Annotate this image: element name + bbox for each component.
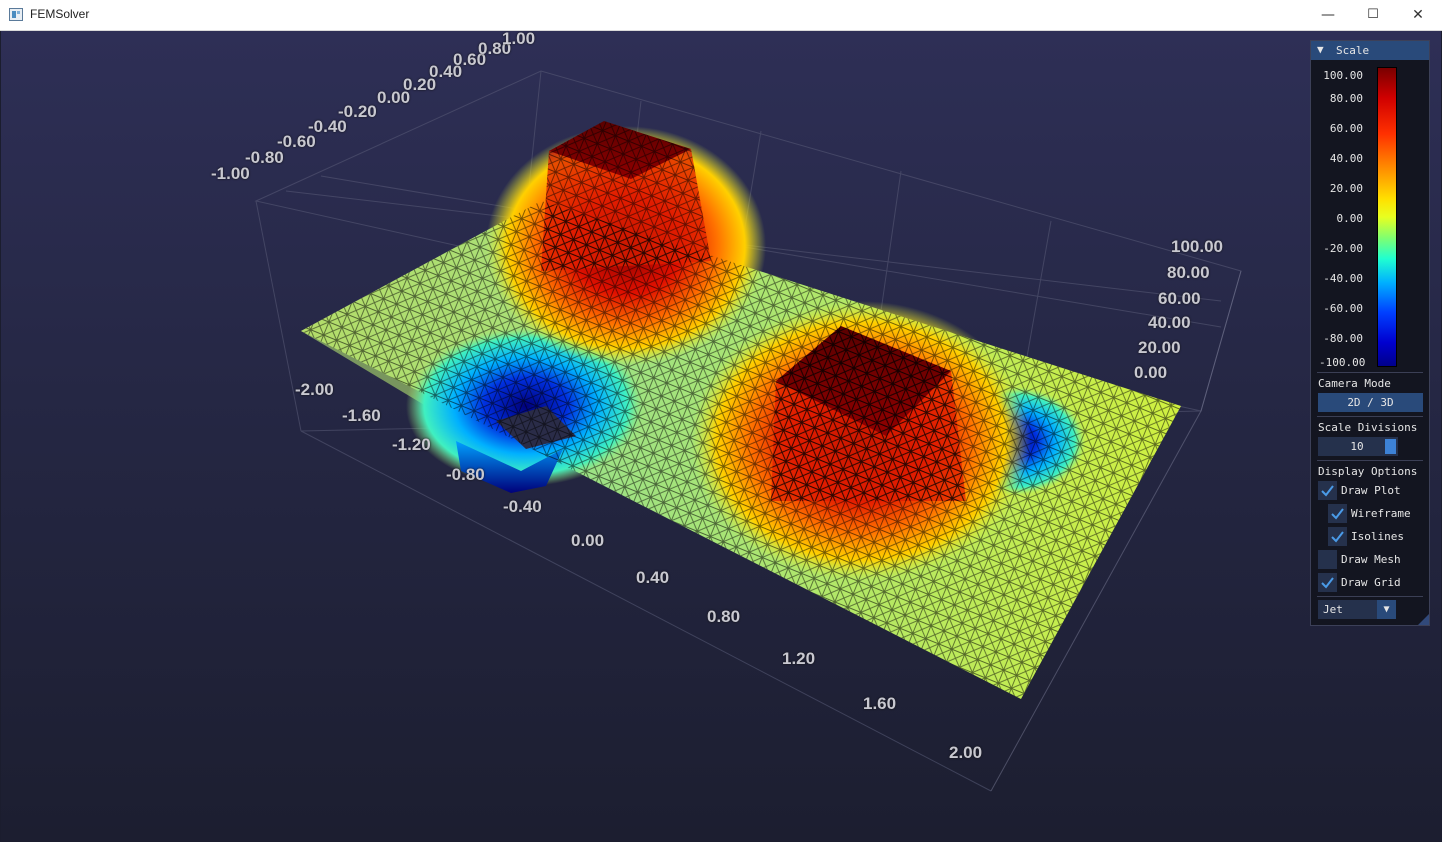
y-tick-label: -0.40 [308,117,347,136]
x-tick-label: -2.00 [295,380,334,399]
window-title: FEMSolver [30,7,90,21]
divider [1317,596,1423,597]
scale-tick: 100.00 [1323,69,1363,82]
isolines-checkbox[interactable] [1328,527,1347,546]
y-tick-label: 0.60 [453,50,487,69]
scale-tick: 0.00 [1336,212,1364,225]
scale-tick: -20.00 [1323,242,1363,255]
checkmark-icon [1331,531,1344,543]
scale-tick: 80.00 [1329,92,1363,105]
x-tick-label: -1.20 [392,435,431,454]
wireframe-checkbox[interactable] [1328,504,1347,523]
draw-mesh-label: Draw Mesh [1341,553,1401,566]
z-tick-label: 60.00 [1158,289,1201,308]
draw-mesh-checkbox[interactable] [1318,550,1337,569]
scale-tick: 60.00 [1329,122,1363,135]
y-tick-label: -0.80 [245,148,284,167]
scale-tick: -100.00 [1319,356,1366,369]
minimize-button[interactable]: — [1321,7,1335,23]
checkmark-icon [1321,485,1334,497]
y-tick-label: 0.20 [403,75,437,94]
divider [1317,460,1423,461]
colormap-value: Jet [1323,603,1343,616]
x-tick-label: -0.40 [503,497,542,516]
scale-divisions-value: 10 [1350,440,1364,453]
z-tick-label: 40.00 [1148,313,1191,332]
wireframe-overlay [301,201,1181,699]
divider [1317,372,1423,373]
x-tick-label: 0.80 [707,607,741,626]
jet-colorbar [1377,67,1397,367]
y-tick-label: 0.40 [429,62,463,81]
scale-divisions-slider[interactable]: 10 [1318,437,1398,456]
front-grid [990,270,1242,792]
z-tick-label: 100.00 [1171,237,1223,256]
x-tick-label: 1.60 [863,694,897,713]
z-tick-label: 80.00 [1167,263,1210,282]
close-button[interactable]: ✕ [1412,7,1424,23]
draw-grid-label: Draw Grid [1341,576,1401,589]
draw-grid-checkbox[interactable] [1318,573,1337,592]
scale-panel[interactable]: ▼ Scale 100.00 80.00 60.00 40.00 20.00 0… [1310,40,1430,626]
scale-tick: 20.00 [1329,182,1363,195]
collapse-triangle-icon[interactable]: ▼ [1317,43,1324,56]
scale-panel-header[interactable]: ▼ Scale [1311,41,1429,60]
chevron-down-icon[interactable]: ▼ [1377,600,1396,619]
app-icon [9,8,23,21]
display-options-label: Display Options [1318,465,1418,478]
x-tick-label: 0.40 [636,568,670,587]
divider [1317,416,1423,417]
z-tick-label: 0.00 [1134,363,1168,382]
y-tick-label: -0.60 [277,132,316,151]
scale-divisions-label: Scale Divisions [1318,421,1418,434]
scale-tick: -80.00 [1323,332,1363,345]
scale-panel-title: Scale [1336,44,1370,57]
y-tick-label: 0.80 [478,39,512,58]
cold-well-left-drop [456,441,563,493]
title-bar: FEMSolver — ☐ ✕ [0,0,1442,31]
x-tick-label: 0.00 [571,531,605,550]
wireframe-label: Wireframe [1351,507,1411,520]
z-tick-label: 20.00 [1138,338,1181,357]
draw-plot-checkbox[interactable] [1318,481,1337,500]
scale-tick: -60.00 [1323,302,1363,315]
x-tick-label: 1.20 [782,649,816,668]
y-tick-label: -1.00 [211,164,250,183]
y-tick-label: -0.20 [338,102,377,121]
camera-mode-label: Camera Mode [1318,377,1391,390]
scale-tick: 40.00 [1329,152,1363,165]
scale-tick: -40.00 [1323,272,1363,285]
wireframe-overlay-peaks [541,121,711,271]
plot-viewport[interactable]: -1.00 -0.80 -0.60 -0.40 -0.20 0.00 0.20 … [1,31,1441,841]
x-tick-label: -0.80 [446,465,485,484]
checkmark-icon [1331,508,1344,520]
maximize-button[interactable]: ☐ [1367,7,1379,22]
colormap-select[interactable]: Jet ▼ [1318,600,1396,619]
draw-plot-label: Draw Plot [1341,484,1401,497]
fem-surface-plot[interactable] [1,31,1441,841]
y-tick-label: 0.00 [377,88,411,107]
slider-grab-handle[interactable] [1385,439,1396,454]
x-tick-label: 2.00 [949,743,983,762]
checkmark-icon [1321,577,1334,589]
isolines-label: Isolines [1351,530,1404,543]
resize-grip-icon[interactable] [1418,614,1429,625]
wireframe-overlay-peaks-right [771,326,966,501]
y-tick-label: 1.00 [502,31,536,48]
camera-mode-toggle-button[interactable]: 2D / 3D [1318,393,1423,412]
x-tick-label: -1.60 [342,406,381,425]
